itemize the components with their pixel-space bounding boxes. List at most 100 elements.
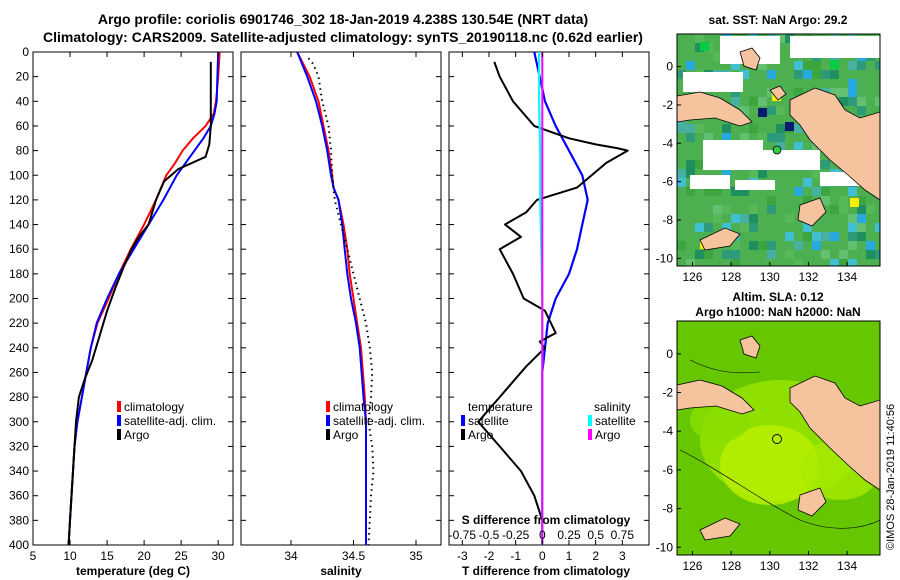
sla-map-title-line-2: Argo h1000: NaN h2000: NaN bbox=[695, 305, 860, 319]
depth-tick-label: 160 bbox=[9, 242, 29, 256]
salinity-series bbox=[296, 52, 375, 545]
sst-pixel bbox=[839, 97, 848, 106]
sst-pixel bbox=[848, 97, 857, 106]
sst-pixel bbox=[686, 259, 695, 266]
sst-pixel bbox=[875, 97, 880, 106]
legend-label-s-satellite: satellite bbox=[595, 414, 636, 428]
difference-panel bbox=[448, 51, 650, 546]
sst-pixel bbox=[686, 124, 695, 133]
sst-pixel bbox=[848, 88, 857, 97]
sst-pixel bbox=[686, 169, 695, 178]
land-island-north bbox=[739, 335, 761, 359]
temperature-legend: climatology satellite-adj. clim. Argo bbox=[117, 400, 216, 442]
latitude-tick-label: -2 bbox=[662, 386, 673, 400]
sst-pixel bbox=[731, 241, 740, 250]
sst-pixel bbox=[677, 169, 686, 178]
title-line-2: Climatology: CARS2009. Satellite-adjuste… bbox=[43, 29, 643, 45]
sst-pixel bbox=[839, 205, 848, 214]
sst-pixel bbox=[812, 169, 821, 178]
sst-pixel bbox=[866, 241, 875, 250]
sst-pixel bbox=[848, 214, 857, 223]
sst-pixel bbox=[830, 259, 839, 266]
sst-pixel bbox=[785, 122, 794, 131]
sst-pixel bbox=[740, 106, 749, 115]
latitude-tick-label: -2 bbox=[662, 98, 673, 112]
land-seram bbox=[677, 91, 753, 127]
sst-pixel bbox=[848, 223, 857, 232]
sla-bathymetry-contours bbox=[679, 359, 880, 529]
depth-tick-label: 120 bbox=[9, 193, 29, 207]
depth-tick-label: 80 bbox=[16, 144, 30, 158]
sst-pixel bbox=[839, 250, 848, 259]
temperature-ticks: 5 10 15 20 25 30 bbox=[30, 52, 226, 563]
longitude-tick-label: 132 bbox=[798, 270, 818, 284]
t-difference-xlabel: T difference from climatology bbox=[462, 564, 630, 578]
s-difference-tick-label: -0.25 bbox=[502, 528, 530, 542]
sst-pixel bbox=[740, 223, 749, 232]
sst-pixel bbox=[731, 259, 740, 266]
land-aru bbox=[797, 197, 827, 227]
sst-pixel bbox=[722, 223, 731, 232]
latitude-tick-label: 0 bbox=[666, 347, 673, 361]
temperature-tick-label: 20 bbox=[137, 549, 151, 563]
sst-pixel bbox=[830, 60, 839, 69]
land-seram bbox=[677, 379, 755, 415]
sst-pixel bbox=[731, 97, 740, 106]
sst-pixel bbox=[695, 160, 704, 169]
sst-pixel bbox=[857, 61, 866, 70]
temperature-series-argo bbox=[67, 61, 212, 545]
imos-credit: ©IMOS 28-Jan-2019 11:40:56 bbox=[885, 404, 897, 550]
depth-tick-label: 20 bbox=[16, 70, 30, 84]
sst-pixel bbox=[812, 61, 821, 70]
argo-position-marker bbox=[772, 434, 782, 444]
legend-title-temperature: temperature bbox=[468, 400, 533, 414]
legend-swatch-argo bbox=[117, 429, 121, 440]
sst-pixel bbox=[740, 70, 749, 79]
legend-label-s-argo: Argo bbox=[595, 428, 621, 442]
sst-pixel bbox=[731, 187, 740, 196]
sst-pixel bbox=[767, 106, 776, 115]
depth-tick-label: 200 bbox=[9, 292, 29, 306]
sst-pixel bbox=[713, 214, 722, 223]
depth-tick-label: 180 bbox=[9, 267, 29, 281]
land-tanimbar-west bbox=[699, 517, 741, 541]
sst-pixel bbox=[848, 259, 857, 266]
salinity-tick-label: 34 bbox=[284, 549, 298, 563]
sst-pixel bbox=[848, 61, 857, 70]
sst-pixel bbox=[821, 250, 830, 259]
t-difference-ticks: -3 -2 -1 0 1 2 3 bbox=[457, 52, 626, 563]
sla-map-title-line-1: Altim. SLA: 0.12 bbox=[732, 290, 824, 304]
sst-pixel bbox=[857, 106, 866, 115]
difference-tick-label: -1 bbox=[510, 549, 521, 563]
sst-pixel bbox=[749, 97, 758, 106]
depth-tick-label: 360 bbox=[9, 489, 29, 503]
sst-pixel bbox=[839, 88, 848, 97]
salinity-xlabel: salinity bbox=[320, 564, 362, 578]
sst-pixel bbox=[785, 34, 794, 43]
sst-pixel bbox=[749, 124, 758, 133]
sst-pixel bbox=[704, 187, 713, 196]
sst-pixel bbox=[830, 232, 839, 241]
sst-pixel bbox=[785, 214, 794, 223]
sst-pixel bbox=[830, 88, 839, 97]
temperature-xlabel: temperature (deg C) bbox=[76, 564, 190, 578]
legend-swatch-argo bbox=[326, 429, 330, 440]
depth-tick-label: 40 bbox=[16, 94, 30, 108]
sst-pixel bbox=[686, 187, 695, 196]
land-island-small bbox=[769, 85, 787, 101]
argo-position-marker bbox=[772, 145, 782, 155]
sst-pixel bbox=[686, 133, 695, 142]
temperature-tick-label: 30 bbox=[212, 549, 226, 563]
sst-pixel bbox=[749, 241, 758, 250]
sst-pixel bbox=[686, 61, 695, 70]
sst-pixel bbox=[850, 198, 859, 207]
legend-swatch-climatology bbox=[117, 401, 121, 412]
sst-pixel bbox=[875, 61, 880, 70]
sst-pixel bbox=[866, 250, 875, 259]
sst-pixel bbox=[794, 61, 803, 70]
depth-ticks: 0 20 40 60 80 100 120 140 160 180 200 220 240 260 280 3… bbox=[9, 45, 649, 552]
sst-pixel bbox=[677, 124, 686, 133]
difference-series-t-argo bbox=[477, 61, 629, 545]
sst-pixel bbox=[677, 178, 686, 187]
depth-tick-label: 260 bbox=[9, 365, 29, 379]
